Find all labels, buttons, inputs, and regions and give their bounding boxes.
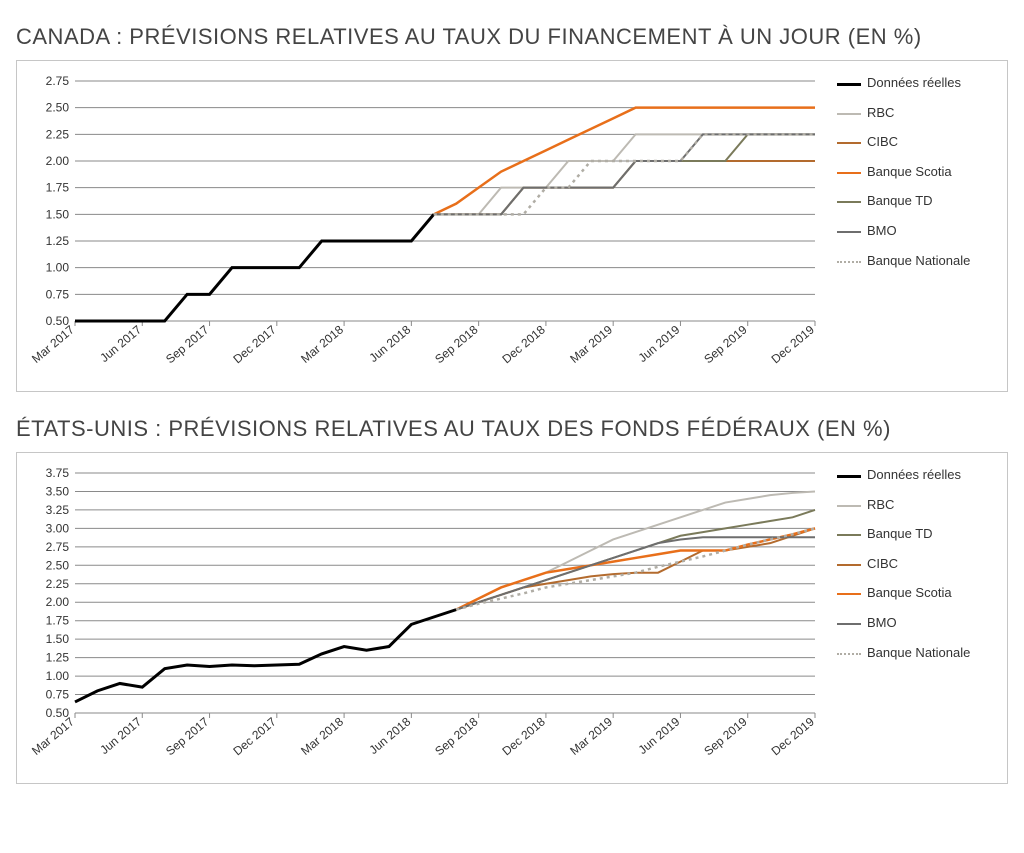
series-td [456,510,815,610]
chart-frame-us: 0.500.751.001.251.501.752.002.252.502.75… [16,452,1008,784]
svg-text:Sep 2017: Sep 2017 [163,322,212,366]
legend-label-bn: Banque Nationale [867,645,970,661]
legend-swatch-rbc [837,505,861,507]
svg-text:Sep 2018: Sep 2018 [432,714,481,758]
legend-item-td: Banque TD [837,193,997,209]
svg-text:Jun 2018: Jun 2018 [366,714,413,757]
svg-text:1.50: 1.50 [46,632,70,646]
legend-item-cibc: CIBC [837,556,997,572]
svg-text:Mar 2017: Mar 2017 [31,714,77,758]
legend-canada: Données réelles RBC CIBC Banque Scotia Banqu… [837,75,997,282]
legend-swatch-scotia [837,593,861,595]
legend-swatch-bn [837,261,861,263]
svg-text:Jun 2017: Jun 2017 [97,714,144,757]
legend-swatch-scotia [837,172,861,174]
legend-swatch-actual [837,475,861,478]
legend-swatch-cibc [837,142,861,144]
legend-swatch-cibc [837,564,861,566]
svg-text:3.50: 3.50 [46,484,70,498]
legend-swatch-bn [837,653,861,655]
svg-text:Mar 2018: Mar 2018 [298,322,346,366]
legend-label-actual: Données réelles [867,75,961,91]
svg-text:Mar 2018: Mar 2018 [298,714,346,758]
svg-text:Dec 2018: Dec 2018 [499,714,548,758]
legend-swatch-rbc [837,113,861,115]
svg-text:2.75: 2.75 [46,75,70,88]
legend-label-scotia: Banque Scotia [867,164,952,180]
svg-text:1.75: 1.75 [46,181,70,195]
svg-text:1.25: 1.25 [46,234,70,248]
plot-us: 0.500.751.001.251.501.752.002.252.502.75… [31,467,825,773]
legend-item-bn: Banque Nationale [837,253,997,269]
legend-label-scotia: Banque Scotia [867,585,952,601]
svg-text:2.75: 2.75 [46,540,70,554]
legend-item-actual: Données réelles [837,467,997,483]
plot-canada: 0.500.751.001.251.501.752.002.252.502.75… [31,75,825,381]
svg-text:2.25: 2.25 [46,577,70,591]
svg-text:3.00: 3.00 [46,521,70,535]
svg-text:1.75: 1.75 [46,614,70,628]
svg-text:2.50: 2.50 [46,558,70,572]
svg-text:Mar 2019: Mar 2019 [567,322,615,366]
svg-text:Mar 2019: Mar 2019 [567,714,615,758]
legend-label-cibc: CIBC [867,134,898,150]
legend-item-cibc: CIBC [837,134,997,150]
chart-title-us: ÉTATS-UNIS : PRÉVISIONS RELATIVES AU TAU… [16,416,1008,442]
legend-label-cibc: CIBC [867,556,898,572]
legend-swatch-bmo [837,623,861,625]
legend-swatch-td [837,534,861,536]
legend-label-rbc: RBC [867,497,894,513]
svg-text:Mar 2017: Mar 2017 [31,322,77,366]
series-scotia [456,528,815,609]
chart-title-canada: CANADA : PRÉVISIONS RELATIVES AU TAUX DU… [16,24,1008,50]
chart-frame-canada: 0.500.751.001.251.501.752.002.252.502.75… [16,60,1008,392]
svg-text:Dec 2019: Dec 2019 [769,714,818,758]
svg-text:2.00: 2.00 [46,595,70,609]
svg-text:Sep 2019: Sep 2019 [701,322,750,366]
legend-label-actual: Données réelles [867,467,961,483]
legend-label-td: Banque TD [867,526,933,542]
legend-label-bn: Banque Nationale [867,253,970,269]
svg-text:0.75: 0.75 [46,287,70,301]
svg-text:1.25: 1.25 [46,651,70,665]
legend-label-td: Banque TD [867,193,933,209]
svg-text:3.25: 3.25 [46,503,70,517]
svg-text:1.00: 1.00 [46,261,70,275]
legend-label-bmo: BMO [867,223,897,239]
series-actual [75,610,456,702]
legend-item-td: Banque TD [837,526,997,542]
legend-item-bn: Banque Nationale [837,645,997,661]
svg-text:Dec 2017: Dec 2017 [230,714,279,758]
legend-label-bmo: BMO [867,615,897,631]
svg-text:2.50: 2.50 [46,101,70,115]
svg-text:2.00: 2.00 [46,154,70,168]
legend-item-bmo: BMO [837,615,997,631]
svg-text:Dec 2018: Dec 2018 [499,322,548,366]
svg-text:1.00: 1.00 [46,669,70,683]
legend-item-actual: Données réelles [837,75,997,91]
legend-swatch-td [837,201,861,203]
legend-item-rbc: RBC [837,105,997,121]
legend-item-scotia: Banque Scotia [837,585,997,601]
svg-text:Dec 2019: Dec 2019 [769,322,818,366]
legend-item-bmo: BMO [837,223,997,239]
legend-label-rbc: RBC [867,105,894,121]
svg-text:Sep 2019: Sep 2019 [701,714,750,758]
legend-item-rbc: RBC [837,497,997,513]
svg-text:2.25: 2.25 [46,127,70,141]
legend-swatch-actual [837,83,861,86]
svg-text:3.75: 3.75 [46,467,70,480]
svg-text:Jun 2019: Jun 2019 [636,322,683,365]
svg-text:0.75: 0.75 [46,688,70,702]
legend-us: Données réelles RBC Banque TD CIBC Banque Sc… [837,467,997,674]
svg-text:1.50: 1.50 [46,207,70,221]
svg-text:Jun 2017: Jun 2017 [97,322,144,365]
legend-swatch-bmo [837,231,861,233]
svg-text:Sep 2017: Sep 2017 [163,714,212,758]
svg-text:Jun 2019: Jun 2019 [636,714,683,757]
svg-text:Dec 2017: Dec 2017 [230,322,279,366]
svg-text:Jun 2018: Jun 2018 [366,322,413,365]
svg-text:Sep 2018: Sep 2018 [432,322,481,366]
legend-item-scotia: Banque Scotia [837,164,997,180]
